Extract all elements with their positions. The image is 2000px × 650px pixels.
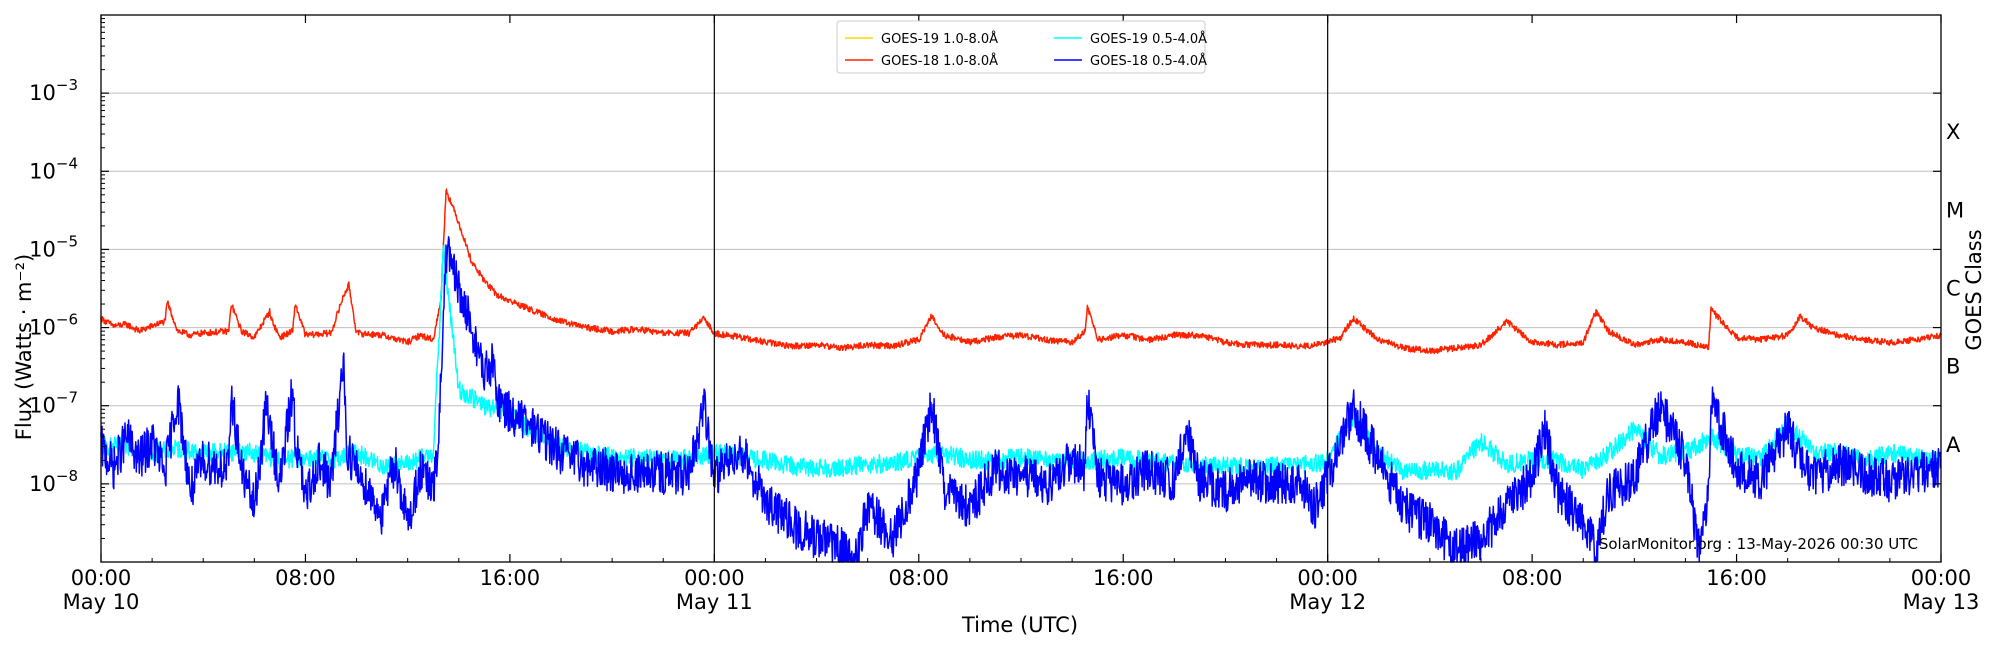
series-line-3 [100, 236, 1942, 563]
y-tick-base: 10 [29, 472, 56, 496]
x-tick-date: May 10 [63, 590, 140, 614]
goes-class-labels: A B C M X [1946, 120, 1964, 457]
legend-box [836, 20, 1206, 74]
credit-text: SolarMonitor.org : 13-May-2026 00:30 UTC [1599, 535, 1918, 553]
legend-entry: GOES-19 0.5-4.0Å [1090, 31, 1207, 47]
y-tick-label: 10−3 [29, 76, 78, 105]
series-line-2 [100, 244, 1942, 481]
x-tick-label: 08:00 [1502, 566, 1563, 590]
x-tick-date: May 13 [1903, 590, 1980, 614]
y-tick-label: 10−8 [29, 467, 78, 496]
x-tick-label: 00:00 [1911, 566, 1972, 590]
x-tick-label: 00:00 [71, 566, 132, 590]
x-tick-date: May 12 [1289, 590, 1366, 614]
y-axis-ticks: 10−810−710−610−510−410−3 [29, 18, 1941, 539]
series-line-1 [100, 188, 1942, 355]
legend-entry: GOES-19 1.0-8.0Å [881, 31, 998, 47]
x-tick-label: 16:00 [1093, 566, 1154, 590]
goes-class-a: A [1946, 433, 1961, 457]
y-tick-exponent: −8 [56, 467, 78, 485]
x-tick-label: 08:00 [275, 566, 336, 590]
y-tick-exponent: −7 [56, 389, 78, 407]
x-tick-date: May 11 [676, 590, 753, 614]
y-axis-label: Flux (Watts · m⁻²) [12, 254, 36, 440]
x-tick-label: 00:00 [684, 566, 745, 590]
x-tick-label: 08:00 [889, 566, 950, 590]
x-tick-label: 16:00 [1706, 566, 1767, 590]
y-tick-label: 10−7 [29, 389, 78, 418]
x-tick-label: 16:00 [480, 566, 541, 590]
goes-class-x: X [1946, 120, 1960, 144]
right-axis-label: GOES Class [1962, 229, 1986, 350]
y-tick-exponent: −6 [56, 311, 78, 329]
y-tick-label: 10−4 [29, 154, 78, 183]
grid-lines [101, 92, 1941, 485]
goes-class-b: B [1946, 355, 1960, 379]
y-tick-label: 10−6 [29, 311, 78, 340]
goes-class-m: M [1946, 198, 1964, 222]
legend-entry: GOES-18 0.5-4.0Å [1090, 53, 1207, 69]
y-tick-exponent: −5 [56, 232, 78, 250]
y-tick-base: 10 [29, 316, 56, 340]
day-boundaries [713, 15, 1329, 562]
y-tick-base: 10 [29, 394, 56, 418]
y-tick-base: 10 [29, 237, 56, 261]
x-axis-label: Time (UTC) [961, 613, 1078, 637]
goes-class-c: C [1946, 277, 1961, 301]
series-lines [100, 188, 1942, 563]
x-tick-label: 00:00 [1297, 566, 1358, 590]
legend-entry: GOES-18 1.0-8.0Å [881, 53, 998, 69]
y-tick-base: 10 [29, 159, 56, 183]
legend: GOES-19 1.0-8.0Å GOES-18 1.0-8.0Å GOES-19 … [836, 20, 1207, 74]
y-tick-exponent: −4 [56, 154, 78, 172]
y-tick-base: 10 [29, 81, 56, 105]
y-tick-label: 10−5 [29, 232, 78, 261]
y-tick-exponent: −3 [56, 76, 78, 94]
